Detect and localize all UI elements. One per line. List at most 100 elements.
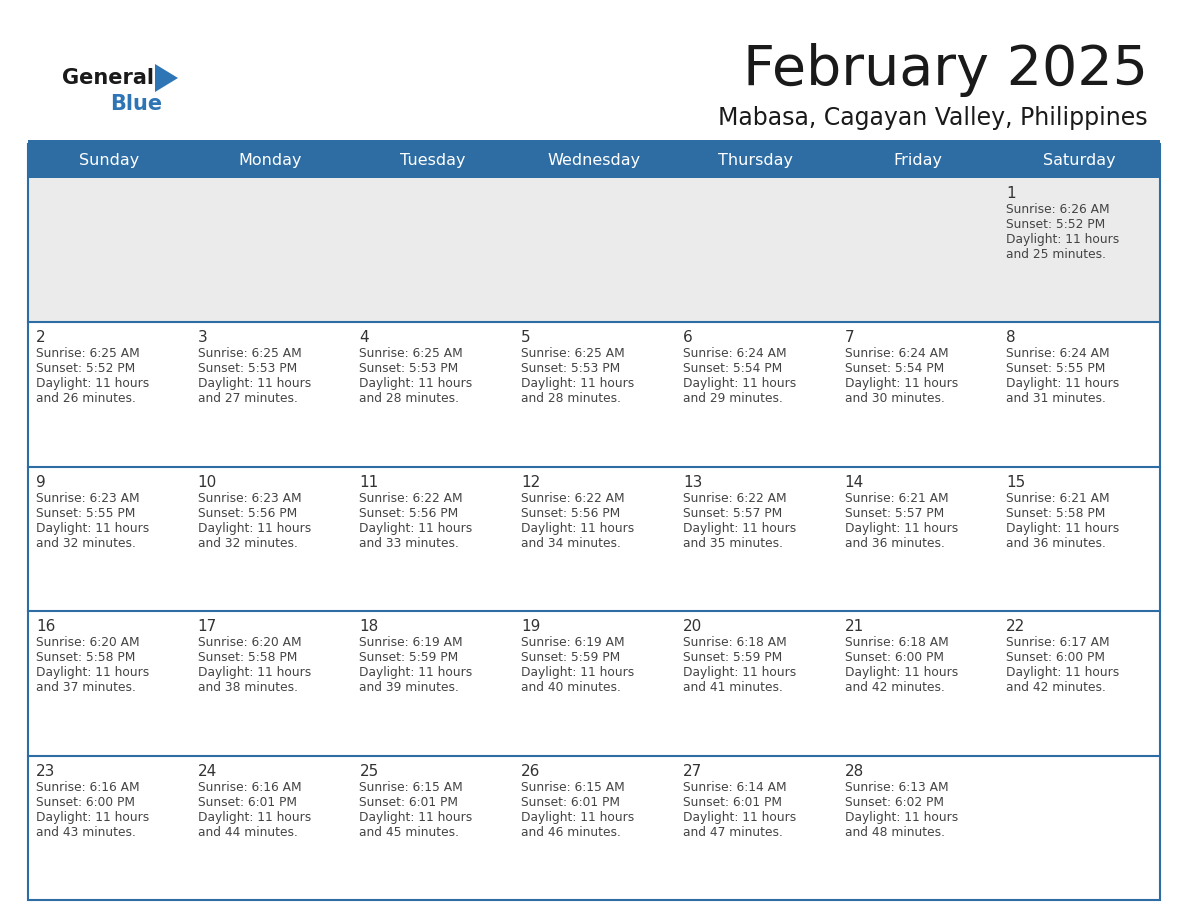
Text: Sunset: 5:54 PM: Sunset: 5:54 PM [683, 363, 782, 375]
Text: and 25 minutes.: and 25 minutes. [1006, 248, 1106, 261]
Text: Sunset: 6:01 PM: Sunset: 6:01 PM [683, 796, 782, 809]
Text: Sunrise: 6:18 AM: Sunrise: 6:18 AM [683, 636, 786, 649]
Text: Sunset: 6:01 PM: Sunset: 6:01 PM [197, 796, 297, 809]
Text: and 34 minutes.: and 34 minutes. [522, 537, 621, 550]
Polygon shape [154, 64, 178, 92]
Text: 20: 20 [683, 620, 702, 634]
Text: Daylight: 11 hours: Daylight: 11 hours [683, 521, 796, 535]
Text: Sunrise: 6:19 AM: Sunrise: 6:19 AM [360, 636, 463, 649]
Text: 25: 25 [360, 764, 379, 778]
Text: and 32 minutes.: and 32 minutes. [36, 537, 135, 550]
Text: Sunset: 6:02 PM: Sunset: 6:02 PM [845, 796, 943, 809]
Text: Sunrise: 6:17 AM: Sunrise: 6:17 AM [1006, 636, 1110, 649]
Text: 28: 28 [845, 764, 864, 778]
Text: Sunrise: 6:21 AM: Sunrise: 6:21 AM [1006, 492, 1110, 505]
Text: Mabasa, Cagayan Valley, Philippines: Mabasa, Cagayan Valley, Philippines [719, 106, 1148, 130]
Text: Sunrise: 6:24 AM: Sunrise: 6:24 AM [683, 347, 786, 361]
Text: Friday: Friday [893, 153, 942, 169]
Text: Sunrise: 6:22 AM: Sunrise: 6:22 AM [522, 492, 625, 505]
Text: Daylight: 11 hours: Daylight: 11 hours [845, 377, 958, 390]
Text: 15: 15 [1006, 475, 1025, 490]
Text: Sunrise: 6:24 AM: Sunrise: 6:24 AM [845, 347, 948, 361]
Text: Sunrise: 6:20 AM: Sunrise: 6:20 AM [197, 636, 302, 649]
Text: Sunrise: 6:15 AM: Sunrise: 6:15 AM [360, 780, 463, 793]
Text: 21: 21 [845, 620, 864, 634]
Text: Sunset: 5:55 PM: Sunset: 5:55 PM [1006, 363, 1106, 375]
Text: Sunset: 6:01 PM: Sunset: 6:01 PM [360, 796, 459, 809]
Text: 16: 16 [36, 620, 56, 634]
Text: Daylight: 11 hours: Daylight: 11 hours [360, 377, 473, 390]
Text: Daylight: 11 hours: Daylight: 11 hours [360, 811, 473, 823]
Text: Saturday: Saturday [1043, 153, 1116, 169]
Text: 6: 6 [683, 330, 693, 345]
Text: Daylight: 11 hours: Daylight: 11 hours [36, 666, 150, 679]
Text: and 47 minutes.: and 47 minutes. [683, 825, 783, 839]
Text: Sunrise: 6:22 AM: Sunrise: 6:22 AM [683, 492, 786, 505]
Text: Sunrise: 6:22 AM: Sunrise: 6:22 AM [360, 492, 463, 505]
Text: Sunrise: 6:16 AM: Sunrise: 6:16 AM [197, 780, 302, 793]
Text: and 38 minutes.: and 38 minutes. [197, 681, 298, 694]
Text: and 28 minutes.: and 28 minutes. [522, 392, 621, 406]
Text: and 48 minutes.: and 48 minutes. [845, 825, 944, 839]
Bar [29, 322, 1159, 466]
Text: Daylight: 11 hours: Daylight: 11 hours [522, 521, 634, 535]
Text: Daylight: 11 hours: Daylight: 11 hours [845, 521, 958, 535]
Text: Sunset: 5:59 PM: Sunset: 5:59 PM [522, 651, 620, 665]
Text: Sunset: 5:56 PM: Sunset: 5:56 PM [360, 507, 459, 520]
Text: Sunset: 5:58 PM: Sunset: 5:58 PM [1006, 507, 1106, 520]
Text: Daylight: 11 hours: Daylight: 11 hours [683, 811, 796, 823]
Text: and 39 minutes.: and 39 minutes. [360, 681, 460, 694]
Text: Sunset: 5:59 PM: Sunset: 5:59 PM [360, 651, 459, 665]
Text: 10: 10 [197, 475, 217, 490]
Text: Daylight: 11 hours: Daylight: 11 hours [36, 811, 150, 823]
Text: Sunset: 5:53 PM: Sunset: 5:53 PM [360, 363, 459, 375]
Text: Monday: Monday [239, 153, 302, 169]
Text: and 35 minutes.: and 35 minutes. [683, 537, 783, 550]
Text: Daylight: 11 hours: Daylight: 11 hours [522, 377, 634, 390]
Text: Sunset: 5:56 PM: Sunset: 5:56 PM [197, 507, 297, 520]
Text: Sunset: 5:54 PM: Sunset: 5:54 PM [845, 363, 943, 375]
Text: 27: 27 [683, 764, 702, 778]
Text: 1: 1 [1006, 186, 1016, 201]
Text: Sunset: 6:01 PM: Sunset: 6:01 PM [522, 796, 620, 809]
Text: Sunset: 6:00 PM: Sunset: 6:00 PM [845, 651, 943, 665]
Text: and 26 minutes.: and 26 minutes. [36, 392, 135, 406]
Text: Sunset: 5:58 PM: Sunset: 5:58 PM [197, 651, 297, 665]
Text: and 42 minutes.: and 42 minutes. [1006, 681, 1106, 694]
Text: 26: 26 [522, 764, 541, 778]
Text: Thursday: Thursday [719, 153, 794, 169]
Text: 2: 2 [36, 330, 45, 345]
Text: Sunset: 6:00 PM: Sunset: 6:00 PM [36, 796, 135, 809]
Text: Wednesday: Wednesday [548, 153, 640, 169]
Text: Sunrise: 6:25 AM: Sunrise: 6:25 AM [360, 347, 463, 361]
Bar [29, 144, 1159, 178]
Bar [29, 611, 1159, 756]
Text: Daylight: 11 hours: Daylight: 11 hours [36, 521, 150, 535]
Text: Daylight: 11 hours: Daylight: 11 hours [197, 811, 311, 823]
Text: Sunset: 5:53 PM: Sunset: 5:53 PM [522, 363, 620, 375]
Text: Sunrise: 6:23 AM: Sunrise: 6:23 AM [36, 492, 140, 505]
Text: and 31 minutes.: and 31 minutes. [1006, 392, 1106, 406]
Text: Sunset: 5:58 PM: Sunset: 5:58 PM [36, 651, 135, 665]
Text: and 42 minutes.: and 42 minutes. [845, 681, 944, 694]
Text: Sunrise: 6:23 AM: Sunrise: 6:23 AM [197, 492, 302, 505]
Text: General: General [62, 68, 154, 88]
Text: Daylight: 11 hours: Daylight: 11 hours [522, 666, 634, 679]
Text: Sunset: 5:56 PM: Sunset: 5:56 PM [522, 507, 620, 520]
Text: Sunrise: 6:14 AM: Sunrise: 6:14 AM [683, 780, 786, 793]
Text: and 28 minutes.: and 28 minutes. [360, 392, 460, 406]
Text: Sunrise: 6:16 AM: Sunrise: 6:16 AM [36, 780, 140, 793]
Text: and 33 minutes.: and 33 minutes. [360, 537, 460, 550]
Text: Daylight: 11 hours: Daylight: 11 hours [1006, 521, 1119, 535]
Text: 17: 17 [197, 620, 217, 634]
Text: Sunrise: 6:25 AM: Sunrise: 6:25 AM [36, 347, 140, 361]
Text: Sunset: 5:55 PM: Sunset: 5:55 PM [36, 507, 135, 520]
Text: Sunset: 5:53 PM: Sunset: 5:53 PM [197, 363, 297, 375]
Text: and 37 minutes.: and 37 minutes. [36, 681, 135, 694]
Text: Sunset: 6:00 PM: Sunset: 6:00 PM [1006, 651, 1105, 665]
Text: February 2025: February 2025 [742, 43, 1148, 97]
Text: and 32 minutes.: and 32 minutes. [197, 537, 297, 550]
Text: Daylight: 11 hours: Daylight: 11 hours [36, 377, 150, 390]
Text: Sunrise: 6:20 AM: Sunrise: 6:20 AM [36, 636, 140, 649]
Text: and 43 minutes.: and 43 minutes. [36, 825, 135, 839]
